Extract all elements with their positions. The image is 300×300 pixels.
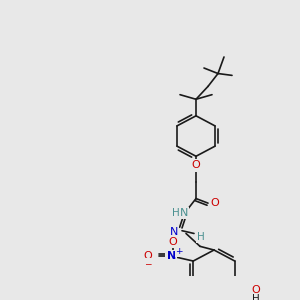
Text: +: +	[176, 248, 183, 256]
Text: O: O	[251, 284, 260, 295]
Text: H: H	[252, 294, 260, 300]
Text: H: H	[172, 208, 180, 218]
Text: O: O	[169, 237, 178, 247]
Text: N: N	[167, 251, 176, 261]
Text: O: O	[211, 198, 219, 208]
Text: −: −	[145, 259, 152, 268]
Text: N: N	[170, 226, 178, 237]
Text: N: N	[180, 208, 188, 218]
Text: O: O	[192, 160, 200, 170]
Text: O: O	[144, 251, 153, 261]
Text: H: H	[197, 232, 205, 242]
